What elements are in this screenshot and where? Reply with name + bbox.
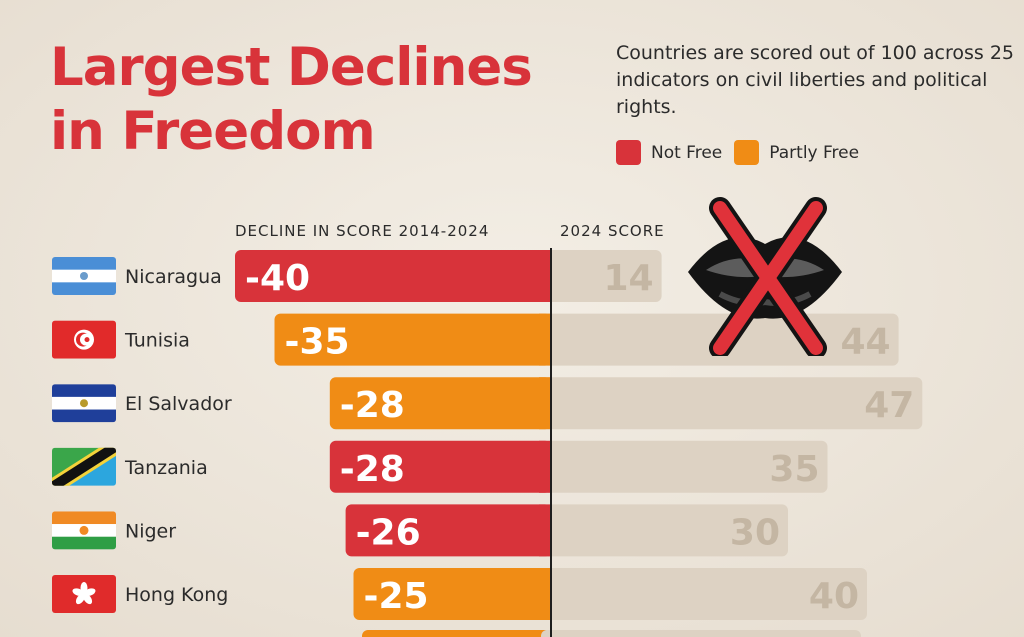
legend-swatch-partly-free (734, 140, 760, 165)
flag-nicaragua (52, 257, 116, 295)
chart-row-hong-kong: Hong Kong 40 -25 (52, 568, 867, 620)
decline-bar-edge (539, 250, 551, 302)
score-bar (541, 250, 662, 302)
score-label: 30 (730, 512, 780, 553)
flag-petal (75, 593, 85, 605)
flag-petal (72, 588, 85, 596)
legend-item-not-free: Not Free (616, 140, 722, 165)
flag-band (52, 536, 116, 550)
score-bar (541, 440, 828, 493)
legend-label-not-free: Not Free (651, 142, 723, 163)
score-label: 35 (769, 449, 819, 490)
decline-bar-edge (539, 440, 551, 493)
score-bar (541, 377, 923, 430)
country-label: Nicaragua (125, 266, 222, 288)
title-line-1: Largest Declines (50, 37, 533, 98)
scoring-note: Countries are scored out of 100 across 2… (616, 42, 1014, 118)
decline-label: -26 (356, 512, 421, 553)
score-bar (541, 504, 788, 557)
score-label: 14 (603, 258, 653, 299)
flag-band (52, 447, 116, 486)
country-label: Tunisia (124, 330, 190, 352)
niger-flag-icon (52, 511, 116, 550)
score-label: 40 (809, 576, 859, 617)
legend: Not Free Partly Free (616, 140, 871, 165)
flag-tanzania (52, 447, 116, 486)
flag-band (52, 511, 116, 525)
country-label: El Salvador (125, 393, 232, 415)
score-label: 47 (864, 385, 914, 426)
nicaragua-flag-icon (52, 257, 116, 295)
decline-label: -25 (364, 576, 429, 617)
decline-label: -28 (340, 449, 405, 490)
decline-label: -40 (245, 258, 310, 299)
country-label: Tanzania (124, 457, 208, 479)
score-label: 44 (840, 322, 890, 363)
flag-el-salvador (52, 384, 116, 423)
legend-label-partly-free: Partly Free (769, 142, 860, 163)
country-label: Hong Kong (125, 584, 228, 606)
flag-tunisia (52, 320, 116, 359)
flag-emblem (80, 399, 88, 408)
decline-bar-edge (539, 313, 551, 366)
decline-label: -35 (285, 322, 350, 363)
partial-decline-bar (362, 630, 551, 637)
hong-kong-flag-icon (52, 575, 116, 613)
decline-bar (353, 568, 551, 620)
decline-bar-edge (539, 504, 551, 557)
title-line-2: in Freedom (50, 101, 376, 162)
decline-bar (235, 250, 551, 302)
crossed-out-mouth-icon (688, 197, 842, 356)
el-salvador-flag-icon (52, 384, 116, 423)
flag-petal (83, 593, 93, 605)
decline-bar (345, 504, 551, 557)
decline-label: -28 (340, 385, 405, 426)
chart-row-niger: Niger 30 -26 (52, 504, 788, 557)
score-bar (541, 568, 867, 620)
chart-row-tanzania: Tanzania 35 -28 (52, 440, 828, 493)
decline-bar (329, 377, 551, 430)
legend-swatch-not-free (616, 140, 641, 165)
legend-item-partly-free: Partly Free (734, 140, 859, 165)
chart-row-nicaragua: Nicaragua 14 -40 (52, 250, 662, 302)
decline-bar (274, 313, 551, 366)
flag-disc (79, 525, 89, 535)
chart-row-el-salvador: El Salvador 47 -28 (52, 377, 923, 430)
flag-emblem (80, 272, 88, 280)
chart-title: Largest Declines in Freedom (50, 36, 533, 164)
flag-hong-kong (52, 575, 116, 613)
decline-column-header: DECLINE IN SCORE 2014-2024 (235, 222, 490, 240)
score-column-header: 2024 SCORE (560, 222, 665, 240)
flag-niger (52, 511, 116, 550)
decline-bar-edge (539, 377, 551, 430)
tunisia-flag-icon (52, 320, 116, 359)
country-label: Niger (125, 520, 176, 542)
tanzania-flag-icon (52, 447, 116, 486)
decline-bar (329, 440, 551, 493)
decline-bar-edge (539, 568, 551, 620)
partial-score-bar (541, 630, 861, 637)
flag-star (84, 337, 90, 343)
